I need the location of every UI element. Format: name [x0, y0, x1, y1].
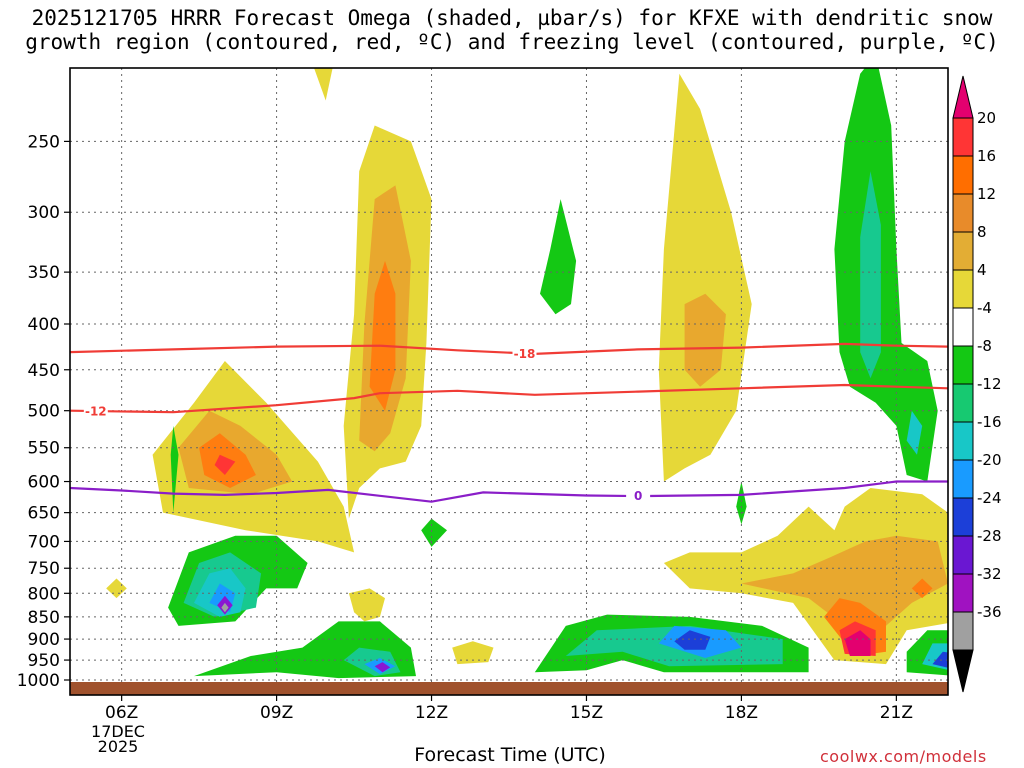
- omega-region-descent-12z-small: [421, 518, 447, 547]
- y-tick-label-500: 500: [28, 402, 60, 422]
- colorbar-swatch: [952, 345, 974, 385]
- grid-lines: [70, 68, 948, 695]
- omega-region-ascent-upper-small: [314, 68, 333, 101]
- colorbar-swatch: [952, 497, 974, 537]
- colorbar-label--36: -36: [977, 603, 1002, 621]
- y-tick-label-400: 400: [28, 315, 60, 335]
- y-tick-label-1000: 1000: [17, 671, 60, 691]
- colorbar-swatch: [952, 117, 974, 157]
- y-tick-label-600: 600: [28, 473, 60, 493]
- chart-title: 2025121705 HRRR Forecast Omega (shaded, …: [25, 6, 999, 54]
- y-tick-label-450: 450: [28, 361, 60, 381]
- colorbar-swatch: [952, 193, 974, 233]
- colorbar-label--32: -32: [977, 565, 1002, 583]
- x-tick-label-06Z: 06Z: [105, 703, 138, 723]
- colorbar-swatch: [952, 421, 974, 461]
- x-axis-title: Forecast Time (UTC): [414, 744, 606, 766]
- omega-region-ascent-lowright-8: [741, 535, 948, 631]
- colorbar-label--4: -4: [977, 299, 992, 317]
- colorbar-swatch: [952, 573, 974, 613]
- omega-region-descent-bottom-left-28: [374, 662, 391, 673]
- colorbar-label-8: 8: [977, 223, 987, 241]
- omega-region-descent-18z-sliver: [736, 481, 747, 525]
- y-tick-label-350: 350: [28, 263, 60, 283]
- contour-freezing-level-0: [70, 480, 948, 503]
- colorbar-extend-bottom: [952, 649, 974, 693]
- omega-region-ascent-lowright-20: [844, 630, 871, 656]
- colorbar-swatch: [952, 611, 974, 651]
- y-tick-label-700: 700: [28, 532, 60, 552]
- colorbar-label--28: -28: [977, 527, 1002, 545]
- y-axis: 2503003504004505005506006507007508008509…: [17, 132, 70, 691]
- colorbar-label-12: 12: [977, 185, 996, 203]
- colorbar-swatch: [952, 459, 974, 499]
- y-tick-label-900: 900: [28, 630, 60, 650]
- omega-region-descent-left-36: [221, 602, 229, 613]
- colorbar-swatch: [952, 231, 974, 271]
- colorbar-label--16: -16: [977, 413, 1002, 431]
- x-tick-label-15Z: 15Z: [570, 703, 603, 723]
- omega-region-ascent-low-left-16: [214, 454, 236, 475]
- colorbar-label--20: -20: [977, 451, 1002, 469]
- colorbar-label--8: -8: [977, 337, 992, 355]
- omega-shading: [106, 68, 948, 679]
- omega-region-ascent-col1-12: [369, 260, 396, 411]
- omega-region-ascent-18z-4: [658, 73, 752, 482]
- colorbar-label-4: 4: [977, 261, 987, 279]
- colorbar-extend-top: [952, 75, 974, 119]
- y-tick-label-650: 650: [28, 504, 60, 524]
- y-tick-label-250: 250: [28, 132, 60, 152]
- contour-dendritic-minus12: [70, 383, 948, 414]
- colorbar-swatch: [952, 269, 974, 309]
- omega-region-ascent-tiny-11z: [348, 588, 385, 622]
- colorbar-swatch: [952, 383, 974, 423]
- contour-label-dendritic-minus12: -12: [85, 404, 107, 418]
- colorbar-label-20: 20: [977, 109, 996, 127]
- contour-label-freezing-level-0: 0: [634, 489, 642, 503]
- y-tick-label-550: 550: [28, 439, 60, 459]
- y-tick-label-300: 300: [28, 203, 60, 223]
- omega-region-descent-upper-right-8: [834, 68, 938, 482]
- omega-region-descent-bottom-center-24: [674, 630, 711, 650]
- date-label: 17DEC 2025: [88, 722, 148, 756]
- omega-region-ascent-tiny-12z: [452, 641, 494, 665]
- colorbar-label--24: -24: [977, 489, 1002, 507]
- ground-bar: [70, 682, 948, 695]
- contour-label-dendritic-minus18: -18: [514, 347, 536, 361]
- omega-region-descent-upper-right-12: [860, 171, 881, 379]
- omega-region-ascent-18z-8: [684, 293, 726, 387]
- y-tick-label-950: 950: [28, 651, 60, 671]
- credit-link[interactable]: coolwx.com/models: [820, 747, 987, 766]
- contour-lines: -18 -12 0: [70, 342, 948, 504]
- y-tick-label-750: 750: [28, 559, 60, 579]
- colorbar-swatch: [952, 307, 974, 347]
- date-year: 2025: [97, 737, 139, 756]
- omega-region-descent-midtop: [540, 199, 577, 315]
- colorbar-label-16: 16: [977, 147, 996, 165]
- plot-frame: [69, 67, 949, 696]
- colorbar-swatch: [952, 155, 974, 195]
- omega-region-ascent-tiny-560: [106, 578, 127, 599]
- x-tick-label-12Z: 12Z: [415, 703, 448, 723]
- y-tick-label-850: 850: [28, 608, 60, 628]
- colorbar-swatch: [952, 535, 974, 575]
- omega-region-descent-upper-right-16: [906, 410, 923, 455]
- colorbar-label--12: -12: [977, 375, 1002, 393]
- date-day: 17DEC: [91, 722, 145, 741]
- colorbar: 20 16 12 8 4 -4 -8 -12 -16 -20 -24 -28 -32 -36: [952, 75, 1002, 693]
- x-tick-label-09Z: 09Z: [260, 703, 293, 723]
- y-tick-label-800: 800: [28, 584, 60, 604]
- x-axis: 06Z 09Z 12Z 15Z 18Z 21Z: [105, 695, 913, 723]
- x-tick-label-18Z: 18Z: [725, 703, 758, 723]
- x-tick-label-21Z: 21Z: [880, 703, 913, 723]
